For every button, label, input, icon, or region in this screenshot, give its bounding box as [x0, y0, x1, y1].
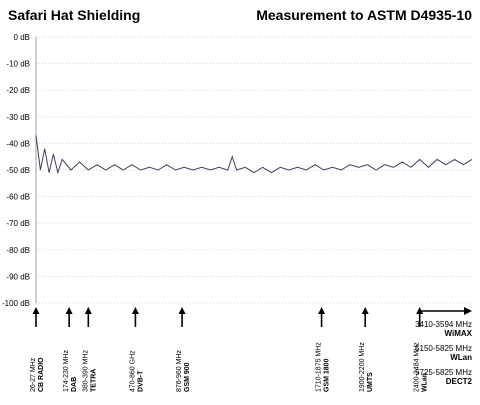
legend-range: 5150-5825 MHz	[415, 344, 472, 353]
legend-entry: 5725-5825 MHz DECT2	[415, 368, 472, 386]
marker-range-label: 2400-2484 MHz	[414, 342, 421, 392]
y-tick-label: -40 dB	[6, 139, 30, 148]
legend-name: WLan	[450, 353, 472, 362]
legend-arrow-head	[464, 307, 472, 315]
chart-title: Measurement to ASTM D4935-10	[256, 7, 472, 23]
marker-name-label: TETRA	[90, 369, 97, 392]
marker-range-label: 470-860 GHz	[129, 350, 136, 392]
series-line	[35, 135, 473, 175]
y-tick-label: -60 dB	[6, 193, 30, 202]
legend-range: 3410-3594 MHz	[415, 320, 472, 329]
marker-name-label: CB RADIO	[38, 357, 45, 392]
frequency-markers: 26-27 MHz CB RADIO 174-230 MHz DAB 380-390 M…	[30, 307, 429, 392]
legend-extra: 3410-3594 MHz WiMAX 5150-5825 MHz WLan 5…	[415, 320, 472, 386]
marker-arrow-head	[361, 307, 369, 314]
legend-name: WiMAX	[444, 329, 472, 338]
marker-arrow-head	[32, 307, 40, 314]
y-tick-label: -30 dB	[6, 113, 30, 122]
marker-range-label: 26-27 MHz	[30, 357, 37, 392]
marker-name-label: DVB-T	[137, 370, 144, 392]
marker-arrow-head	[178, 307, 186, 314]
marker-range-label: 1900-2200 MHz	[359, 342, 366, 392]
chart-grid	[35, 36, 472, 304]
marker-arrow-head	[84, 307, 92, 314]
frequency-marker: 380-390 MHz TETRA	[82, 307, 97, 392]
legend-name: DECT2	[445, 377, 472, 386]
y-tick-label: -80 dB	[6, 246, 30, 255]
marker-arrow-head	[65, 307, 73, 314]
y-tick-label: 0 dB	[14, 33, 30, 42]
y-axis-ticks: 0 dB -10 dB -20 dB -30 dB -40 dB -50 dB -60 dB…	[2, 33, 30, 308]
marker-name-label: WLan	[422, 373, 429, 392]
legend-entry: 3410-3594 MHz WiMAX	[415, 320, 472, 338]
y-tick-label: -50 dB	[6, 166, 30, 175]
frequency-marker: 174-230 MHz DAB	[63, 307, 78, 392]
series-lines	[35, 135, 473, 175]
chart-left-title: Safari Hat Shielding	[8, 7, 141, 23]
legend-entry: 5150-5825 MHz WLan	[415, 344, 472, 362]
frequency-marker: 1710-1875 MHz GSM 1800	[316, 307, 331, 392]
marker-range-label: 1710-1875 MHz	[316, 342, 323, 392]
y-tick-label: -20 dB	[6, 86, 30, 95]
y-tick-label: -100 dB	[2, 299, 30, 308]
marker-name-label: GSM 1800	[324, 358, 331, 392]
marker-range-label: 380-390 MHz	[82, 349, 89, 392]
marker-arrow-head	[318, 307, 326, 314]
marker-range-label: 876-960 MHz	[176, 349, 183, 392]
frequency-marker: 1900-2200 MHz UMTS	[359, 307, 374, 392]
marker-range-label: 174-230 MHz	[63, 349, 70, 392]
legend-range: 5725-5825 MHz	[415, 368, 472, 377]
marker-name-label: DAB	[71, 377, 78, 392]
y-tick-label: -10 dB	[6, 60, 30, 69]
frequency-marker: 876-960 MHz GSM 900	[176, 307, 191, 392]
marker-name-label: UMTS	[367, 372, 374, 392]
y-tick-label: -90 dB	[6, 272, 30, 281]
y-tick-label: -70 dB	[6, 219, 30, 228]
marker-name-label: GSM 900	[184, 362, 191, 392]
frequency-marker: 26-27 MHz CB RADIO	[30, 307, 45, 392]
legend-arrow-group	[418, 307, 472, 315]
frequency-marker: 470-860 GHz DVB-T	[129, 307, 144, 392]
marker-arrow-head	[131, 307, 139, 314]
